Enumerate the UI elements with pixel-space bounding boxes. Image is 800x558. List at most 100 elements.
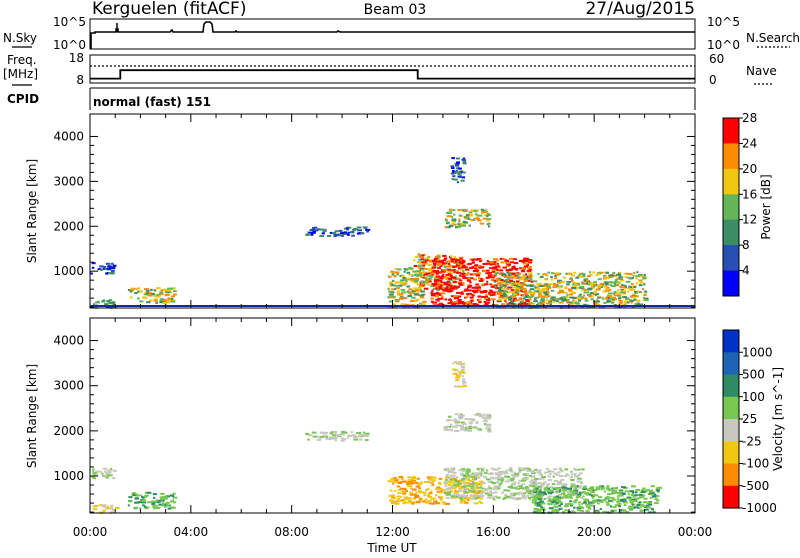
data-cell (487, 472, 491, 475)
data-cell (546, 302, 551, 305)
data-cell (460, 292, 465, 295)
data-cell (545, 295, 551, 298)
data-cell (549, 470, 555, 473)
data-cell (407, 499, 412, 502)
data-cell (564, 468, 569, 471)
data-cell (462, 362, 466, 365)
data-cell (431, 269, 434, 272)
data-cell (579, 472, 583, 475)
data-cell (333, 235, 337, 238)
data-cell (468, 427, 473, 430)
data-cell (145, 506, 150, 509)
nsky-tick-lo: 10^0 (53, 38, 86, 52)
data-cell (408, 500, 412, 503)
data-cell (467, 286, 471, 289)
data-cell (462, 474, 466, 476)
data-cell (511, 267, 516, 270)
data-cell (424, 498, 428, 501)
data-cell (567, 288, 573, 291)
data-cell (562, 298, 567, 301)
data-cell (594, 489, 598, 491)
data-cell (514, 475, 519, 478)
data-cell (471, 486, 475, 489)
data-cell (161, 499, 165, 502)
data-cell (633, 272, 636, 274)
data-cell (492, 498, 496, 501)
data-cell (461, 478, 465, 481)
data-cell (518, 471, 521, 474)
data-cell (442, 269, 448, 272)
data-cell (458, 299, 461, 301)
data-cell (429, 275, 434, 278)
data-cell (455, 495, 459, 498)
data-cell (426, 280, 430, 282)
data-cell (399, 295, 404, 298)
data-cell (432, 259, 437, 262)
data-cell (448, 289, 454, 292)
data-cell (543, 493, 548, 496)
data-cell (159, 299, 163, 301)
data-cell (547, 474, 550, 477)
data-cell (335, 434, 340, 437)
data-cell (547, 271, 550, 274)
data-cell (416, 270, 421, 273)
data-cell (454, 482, 458, 485)
data-cell (420, 261, 425, 264)
data-cell (502, 258, 506, 261)
data-cell (160, 492, 165, 495)
data-cell (571, 490, 576, 493)
data-cell (499, 269, 504, 272)
data-cell (451, 167, 455, 169)
data-cell (512, 282, 515, 285)
data-cell (513, 471, 517, 474)
data-cell (509, 497, 514, 499)
data-cell (142, 504, 145, 507)
data-cell (466, 470, 471, 473)
data-cell (473, 495, 477, 498)
data-cell (632, 274, 635, 277)
data-cell (138, 501, 142, 504)
data-cell (347, 231, 350, 234)
data-cell (159, 293, 164, 295)
data-cell (458, 469, 462, 472)
data-cell (583, 486, 586, 489)
data-cell (478, 489, 482, 492)
data-cell (506, 495, 511, 498)
data-cell (409, 299, 413, 302)
data-cell (578, 507, 581, 510)
data-cell (172, 492, 176, 495)
data-cell (634, 303, 639, 306)
data-cell (581, 282, 584, 285)
colorbar-tick-label: -1000 (742, 501, 777, 515)
data-cell (405, 481, 410, 484)
data-cell (533, 300, 538, 303)
nsearch-tick-lo: 10^0 (707, 38, 740, 52)
data-cell (568, 293, 574, 296)
data-cell (171, 295, 175, 298)
data-cell (479, 222, 485, 225)
data-cell (437, 299, 440, 302)
data-cell (459, 480, 462, 483)
data-cell (337, 434, 342, 437)
data-cell (414, 277, 420, 280)
data-cell (141, 500, 146, 502)
data-cell (115, 507, 120, 509)
data-cell (537, 503, 540, 506)
data-cell (416, 274, 421, 276)
data-cell (403, 496, 408, 499)
data-cell (501, 282, 505, 285)
data-cell (458, 363, 463, 366)
data-cell (578, 509, 582, 512)
nave-label: Nave (746, 64, 777, 78)
data-cell (470, 209, 475, 212)
data-cell (477, 219, 482, 222)
data-cell (492, 284, 497, 287)
data-cell (423, 494, 427, 497)
data-cell (515, 280, 520, 283)
data-cell (580, 275, 584, 278)
data-cell (587, 488, 590, 491)
data-cell (494, 280, 497, 283)
data-cell (557, 286, 562, 289)
data-cell (497, 478, 501, 481)
